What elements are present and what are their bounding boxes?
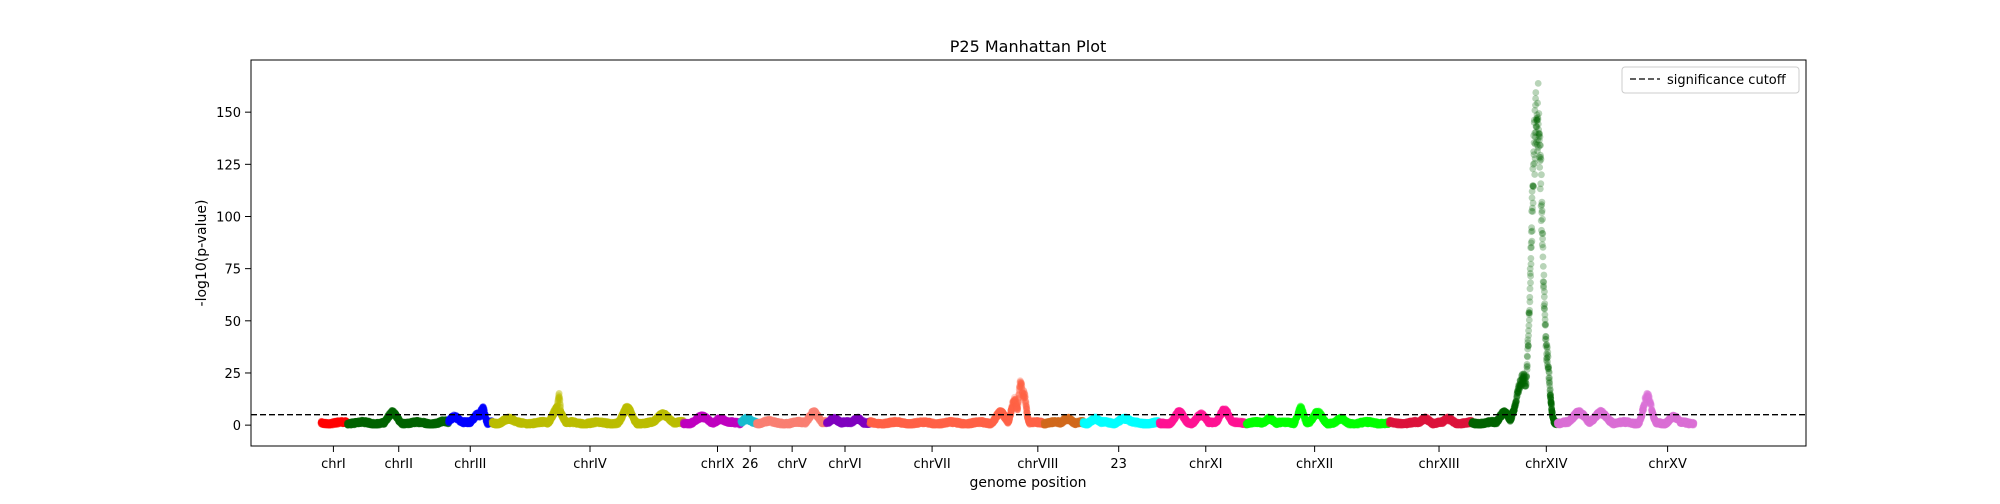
chromosome-series bbox=[445, 403, 496, 429]
chromosome-series bbox=[344, 407, 452, 429]
chromosome-series bbox=[823, 413, 874, 429]
chromosome-series bbox=[679, 411, 745, 429]
chromosome-series bbox=[866, 377, 1048, 429]
data-points-layer bbox=[317, 80, 1698, 429]
chromosome-series bbox=[753, 407, 830, 429]
chromosome-series bbox=[488, 389, 687, 429]
